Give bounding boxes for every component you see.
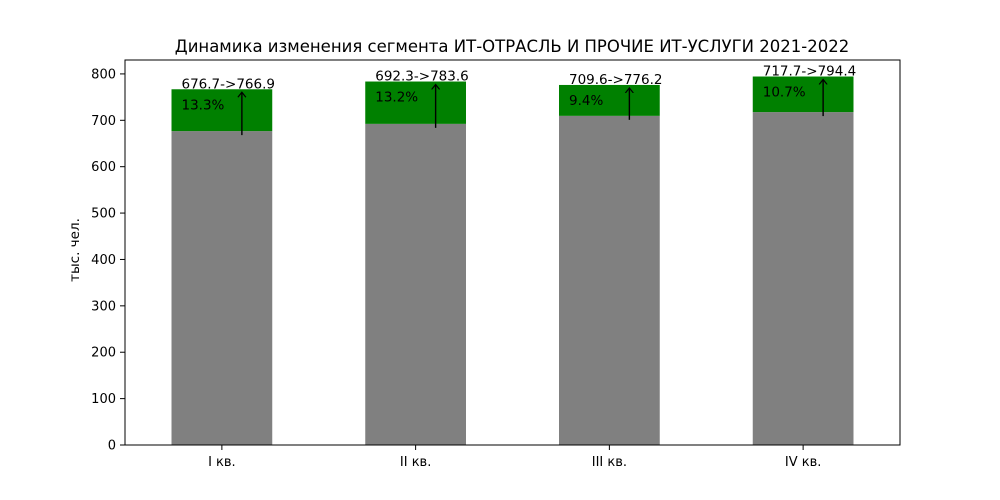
annotation-percent-3: 9.4% (569, 93, 603, 109)
annotation-range-3: 709.6->776.2 (569, 72, 662, 88)
y-tick-label-700: 700 (91, 114, 116, 129)
annotation-percent-2: 13.2% (375, 90, 418, 106)
y-tick-label-100: 100 (91, 392, 116, 407)
x-tick-label-2: II кв. (400, 455, 431, 470)
annotation-range-4: 717.7->794.4 (763, 64, 856, 80)
x-tick-label-3: III кв. (592, 455, 627, 470)
y-tick-label-800: 800 (91, 67, 116, 82)
bar-increase-2 (365, 81, 466, 124)
y-tick-label-500: 500 (91, 207, 116, 222)
y-tick-label-300: 300 (91, 299, 116, 314)
bar-increase-4 (752, 76, 854, 113)
y-axis-label: тыс. чел. (67, 218, 83, 282)
bar-increase-3 (559, 84, 660, 116)
bar-increase-1 (171, 89, 273, 132)
annotation-range-2: 692.3->783.6 (375, 69, 468, 85)
bar-base-3 (559, 115, 660, 445)
annotation-percent-4: 10.7% (763, 85, 806, 101)
y-tick-label-200: 200 (91, 346, 116, 361)
y-tick-label-600: 600 (91, 160, 116, 175)
annotation-percent-1: 13.3% (182, 97, 225, 113)
chart-title: Динамика изменения сегмента ИТ-ОТРАСЛЬ И… (175, 37, 849, 56)
x-tick-label-1: I кв. (208, 455, 236, 470)
bar-base-2 (365, 123, 466, 445)
annotation-range-1: 676.7->766.9 (182, 76, 275, 92)
plot-frame (124, 59, 901, 446)
x-tick-label-4: IV кв. (785, 455, 822, 470)
y-tick-label-400: 400 (91, 253, 116, 268)
bar-base-1 (171, 131, 273, 445)
bar-base-4 (752, 112, 854, 445)
plot-area: 676.7->766.9 13.3% I кв. 692.3->783.6 13.2% I… (91, 59, 901, 470)
y-tick-label-0: 0 (108, 439, 116, 454)
